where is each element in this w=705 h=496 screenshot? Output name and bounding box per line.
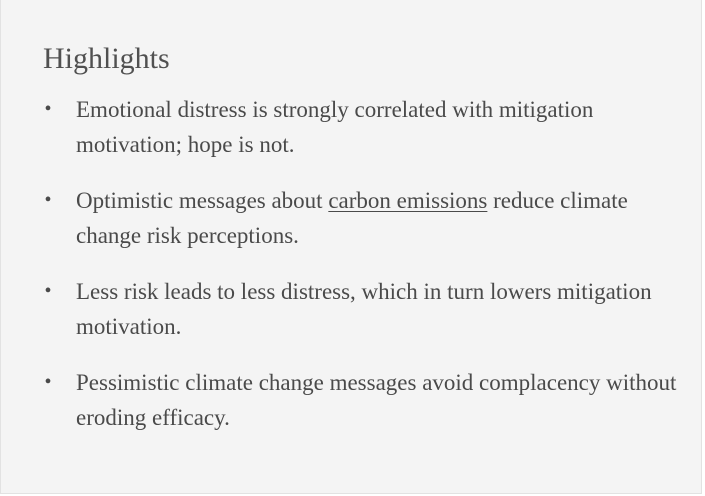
highlights-title: Highlights bbox=[43, 42, 170, 75]
carbon-emissions-link[interactable]: carbon emissions bbox=[328, 188, 488, 213]
bullet-icon: • bbox=[44, 98, 52, 120]
highlight-text: Pessimistic climate change messages avoi… bbox=[76, 370, 677, 430]
highlight-text: Less risk leads to less distress, which … bbox=[76, 279, 652, 339]
highlight-text: Emotional distress is strongly correlate… bbox=[76, 97, 594, 157]
bullet-icon: • bbox=[44, 189, 52, 211]
highlight-item-1: • Emotional distress is strongly correla… bbox=[43, 92, 683, 162]
highlight-text: reduce climate change risk perceptions. bbox=[76, 188, 628, 248]
bullet-icon: • bbox=[44, 280, 52, 302]
highlight-item-3: • Less risk leads to less distress, whic… bbox=[43, 274, 683, 344]
highlight-item-4: • Pessimistic climate change messages av… bbox=[43, 365, 683, 435]
highlight-text: Optimistic messages about bbox=[76, 188, 329, 213]
highlights-list: • Emotional distress is strongly correla… bbox=[43, 92, 683, 456]
highlight-item-2: • Optimistic messages about carbon emiss… bbox=[43, 183, 683, 253]
bullet-icon: • bbox=[44, 371, 52, 393]
